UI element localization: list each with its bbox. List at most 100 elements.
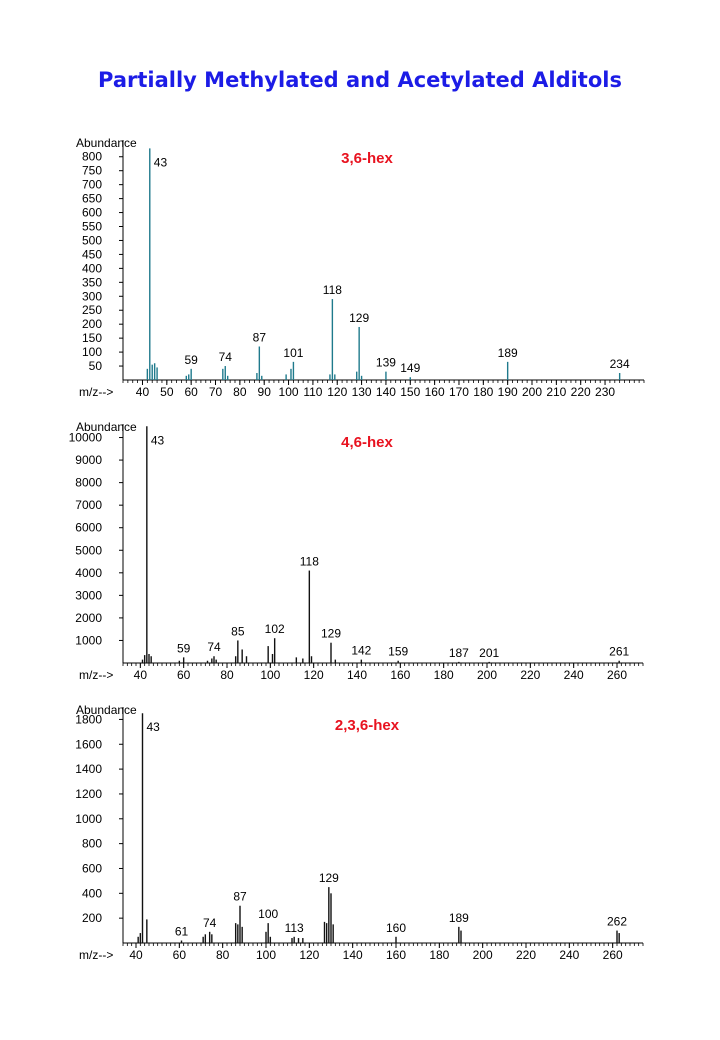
peak-label: 74	[219, 350, 233, 364]
x-tick-label: 180	[434, 668, 454, 682]
y-axis-label: Abundance	[76, 136, 137, 150]
y-tick-label: 550	[82, 220, 102, 234]
x-tick-label: 90	[258, 385, 272, 399]
x-tick-label: 60	[177, 668, 191, 682]
y-tick-label: 450	[82, 247, 102, 261]
y-tick-label: 700	[82, 178, 102, 192]
x-tick-label: 60	[173, 948, 187, 962]
peak-label: 160	[386, 921, 406, 935]
peak-label: 149	[400, 361, 420, 375]
y-tick-label: 100	[82, 345, 102, 359]
x-tick-label: 210	[546, 385, 566, 399]
y-tick-label: 150	[82, 331, 102, 345]
x-tick-label: 190	[498, 385, 518, 399]
y-tick-label: 6000	[75, 521, 102, 535]
y-tick-label: 200	[82, 317, 102, 331]
peak-label: 102	[265, 622, 285, 636]
y-tick-label: 600	[82, 206, 102, 220]
y-tick-label: 50	[89, 359, 103, 373]
peak-label: 113	[285, 921, 304, 935]
peak-label: 87	[253, 331, 267, 345]
x-axis-label: m/z-->	[79, 948, 113, 962]
y-axis-label: Abundance	[76, 703, 137, 717]
x-tick-label: 160	[386, 948, 406, 962]
y-tick-label: 1800	[75, 712, 102, 726]
peak-label: 189	[449, 911, 469, 925]
x-tick-label: 140	[343, 948, 363, 962]
x-tick-label: 40	[136, 385, 150, 399]
x-tick-label: 230	[595, 385, 615, 399]
x-tick-label: 80	[233, 385, 247, 399]
y-tick-label: 350	[82, 275, 102, 289]
peak-label: 43	[154, 155, 168, 169]
spectrum-title: 3,6-hex	[341, 150, 393, 167]
x-tick-label: 120	[304, 668, 324, 682]
spectrum-chart-3-6-hex: Abundancem/z-->3,6-hex501001502002503003…	[76, 136, 645, 399]
y-tick-label: 3000	[75, 588, 102, 602]
peak-label: 261	[609, 645, 629, 659]
x-tick-label: 80	[220, 668, 234, 682]
x-tick-label: 220	[520, 668, 540, 682]
y-tick-label: 800	[82, 150, 102, 164]
spectrum-chart-4-6-hex: Abundance m/z--> 4,6-hex 1000 2000 3000 4000 50…	[69, 420, 644, 682]
peak-label: 262	[607, 915, 627, 929]
x-tick-label: 80	[216, 948, 230, 962]
peak-label: 129	[321, 627, 341, 641]
x-tick-label: 260	[607, 668, 627, 682]
y-tick-label: 10000	[69, 431, 103, 445]
x-tick-label: 170	[449, 385, 469, 399]
x-tick-label: 160	[390, 668, 410, 682]
x-axis-label: m/z-->	[79, 385, 113, 399]
x-tick-label: 60	[184, 385, 198, 399]
y-tick-label: 800	[82, 837, 102, 851]
x-tick-label: 200	[473, 948, 493, 962]
peak-label: 118	[300, 555, 319, 569]
x-tick-label: 70	[209, 385, 223, 399]
peak-label: 85	[231, 624, 245, 638]
spectrum-title: 4,6-hex	[341, 434, 393, 451]
peak-label: 59	[184, 353, 198, 367]
peak-label: 189	[498, 346, 518, 360]
x-tick-label: 200	[522, 385, 542, 399]
y-tick-label: 400	[82, 261, 102, 275]
peak-label: 43	[151, 433, 165, 447]
peak-label: 118	[323, 283, 342, 297]
peak-label: 59	[177, 641, 191, 655]
peak-label: 129	[319, 871, 339, 885]
peak-label: 139	[376, 356, 396, 370]
x-tick-label: 130	[352, 385, 372, 399]
x-tick-label: 110	[303, 385, 322, 399]
peak-label: 100	[258, 907, 278, 921]
x-axis-label: m/z-->	[79, 668, 113, 682]
y-tick-label: 650	[82, 192, 102, 206]
y-tick-label: 200	[82, 911, 102, 925]
y-tick-label: 500	[82, 233, 102, 247]
y-tick-label: 1000	[75, 812, 102, 826]
peak-label: 159	[388, 645, 408, 659]
x-tick-label: 120	[299, 948, 319, 962]
y-tick-label: 8000	[75, 476, 102, 490]
peak-label: 101	[283, 346, 303, 360]
y-tick-label: 4000	[75, 566, 102, 580]
peak-label: 201	[479, 646, 499, 660]
x-tick-label: 240	[564, 668, 584, 682]
x-tick-label: 140	[347, 668, 367, 682]
y-tick-label: 750	[82, 164, 102, 178]
y-tick-label: 250	[82, 303, 102, 317]
peak-label: 87	[233, 890, 247, 904]
peak-label: 187	[449, 646, 469, 660]
x-tick-label: 40	[129, 948, 143, 962]
x-tick-label: 50	[160, 385, 174, 399]
peak-label: 61	[175, 925, 189, 939]
peak-label: 74	[203, 916, 217, 930]
y-tick-label: 7000	[75, 498, 102, 512]
spectrum-title: 2,3,6-hex	[335, 717, 400, 734]
y-tick-label: 600	[82, 861, 102, 875]
peak-label: 142	[351, 644, 371, 658]
x-tick-label: 150	[400, 385, 420, 399]
x-tick-label: 100	[279, 385, 299, 399]
x-tick-label: 180	[473, 385, 493, 399]
y-tick-label: 1200	[75, 787, 102, 801]
y-tick-label: 1600	[75, 737, 102, 751]
x-tick-label: 180	[429, 948, 449, 962]
